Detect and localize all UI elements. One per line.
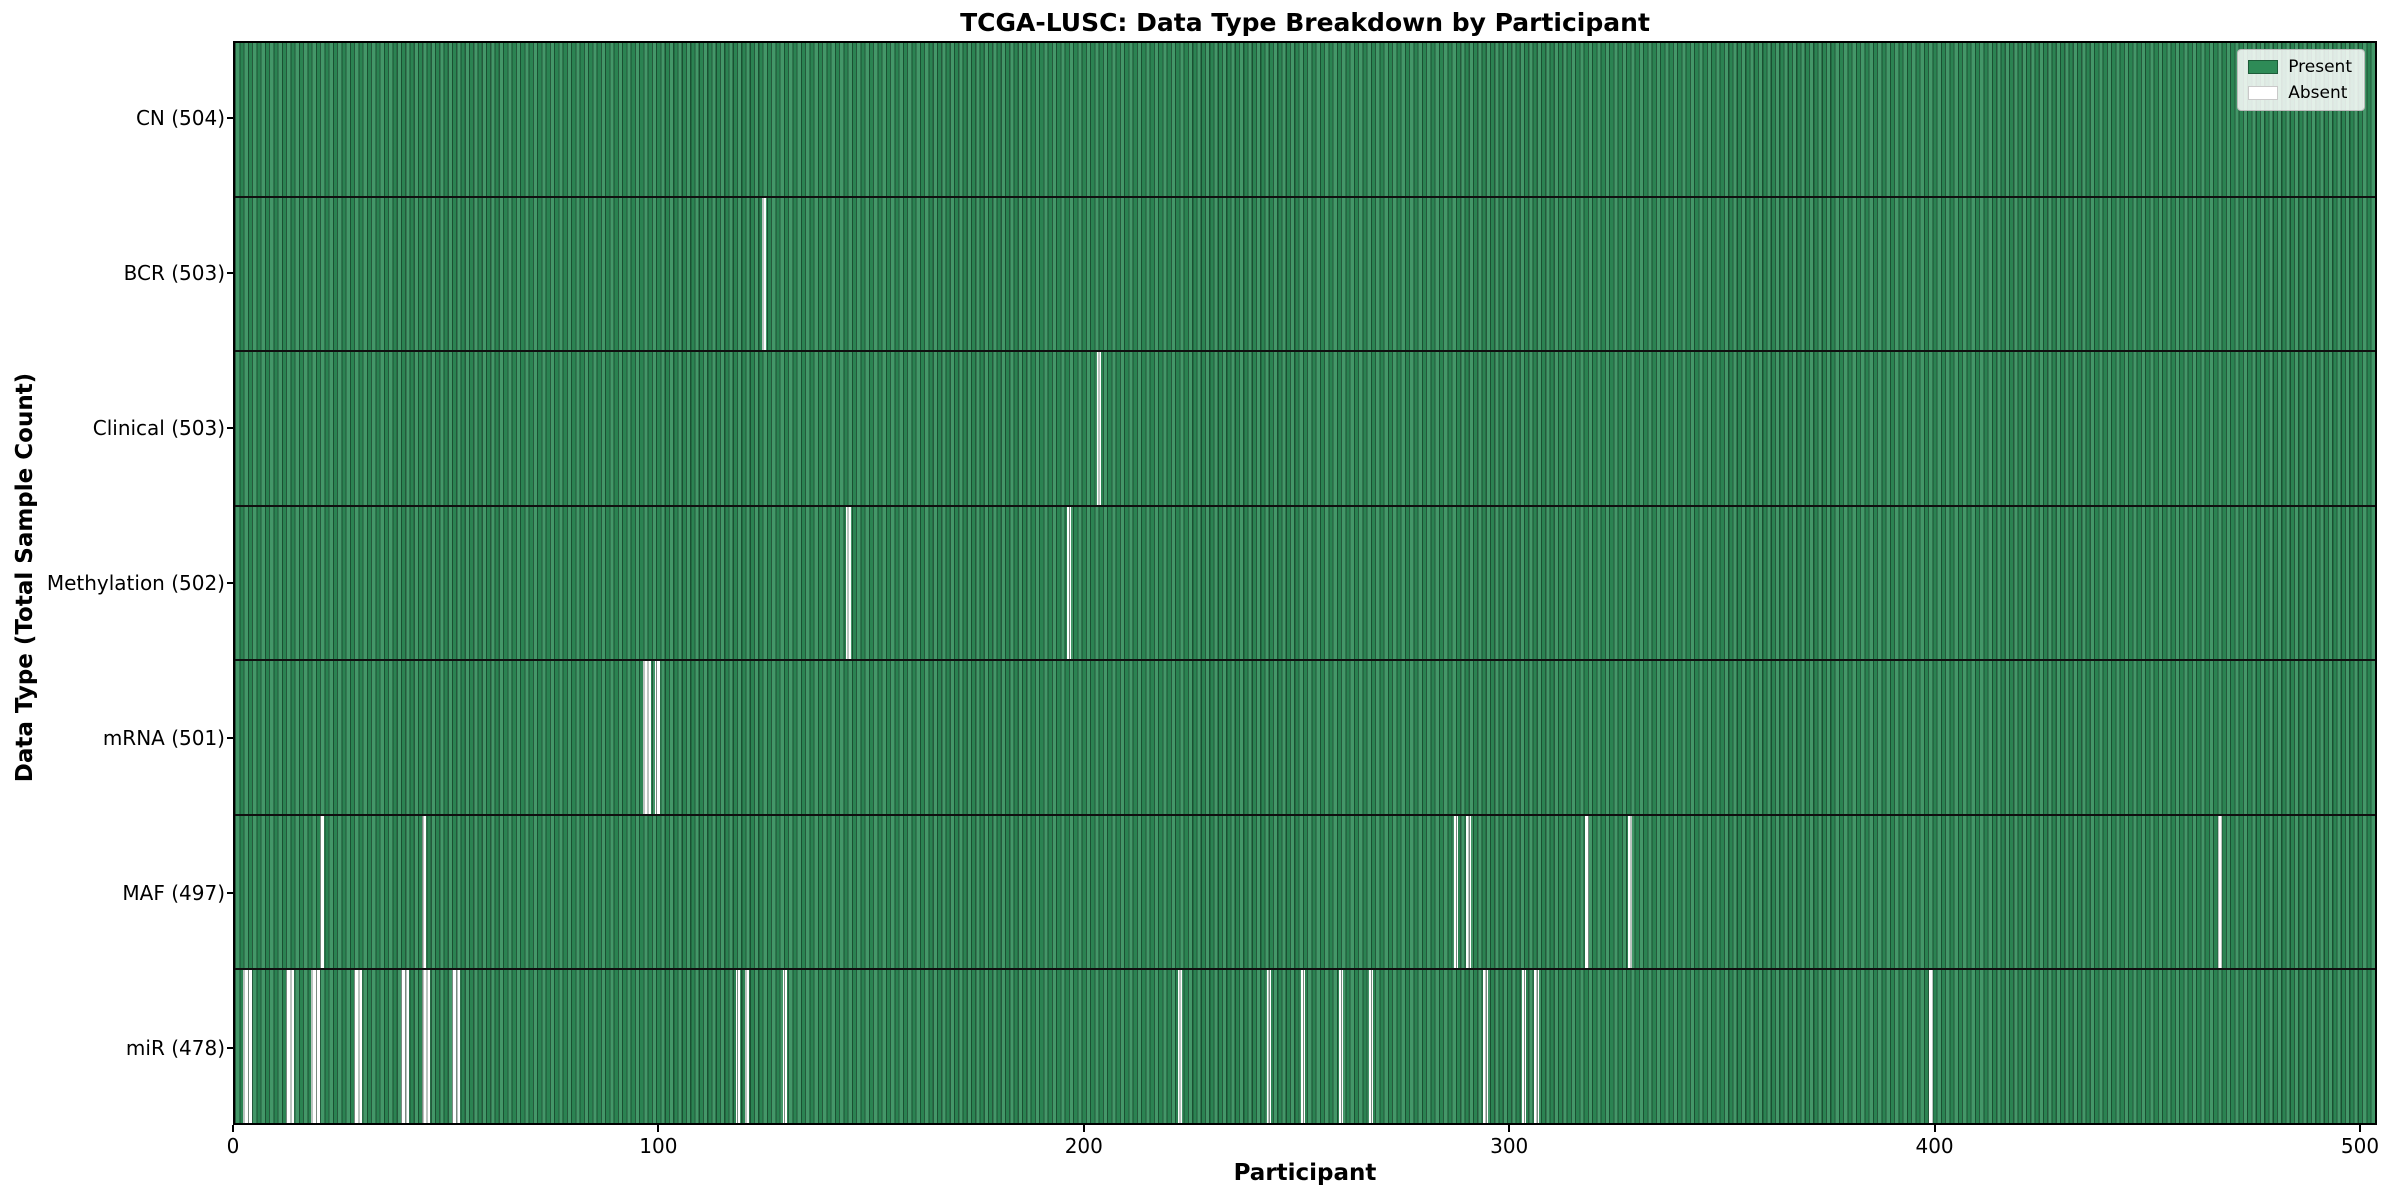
x-tick-label-300: 300 <box>1490 1134 1529 1158</box>
legend-entry-present: Present <box>2248 57 2352 77</box>
y-tick-mark <box>227 736 233 739</box>
x-tick-mark <box>1508 1125 1511 1132</box>
cell-edges-overlay <box>235 970 2375 1124</box>
legend-swatch-present <box>2248 60 2279 74</box>
x-tick-label-200: 200 <box>1064 1134 1103 1158</box>
y-tick-mark <box>227 117 233 120</box>
legend: Present Absent <box>2237 49 2365 111</box>
x-axis-label: Participant <box>1233 1160 1377 1186</box>
x-tick-mark <box>232 1125 234 1132</box>
heatmap-row-mRNA <box>235 661 2375 816</box>
x-tick-mark <box>657 1125 660 1132</box>
y-tick-mark <box>227 272 233 275</box>
y-tick-mark <box>227 1046 233 1049</box>
y-tick-mark <box>227 582 233 584</box>
y-tick-mark <box>227 891 233 894</box>
cell-edges-overlay <box>235 352 2375 505</box>
cell-edges-overlay <box>235 661 2375 814</box>
y-tick-label-miR: miR (478) <box>125 1035 225 1060</box>
plot-area: Present Absent <box>233 41 2377 1125</box>
y-axis-label: Data Type (Total Sample Count) <box>12 372 38 783</box>
y-tick-label-mRNA: mRNA (501) <box>102 725 225 750</box>
legend-entry-absent: Absent <box>2248 83 2352 103</box>
y-tick-label-Clinical: Clinical (503) <box>92 416 225 441</box>
heatmap-rows-container <box>235 43 2375 1124</box>
heatmap-row-BCR <box>235 197 2375 353</box>
chart-title: TCGA-LUSC: Data Type Breakdown by Partic… <box>960 8 1650 37</box>
cell-edges-overlay <box>235 43 2375 196</box>
cell-edges-overlay <box>235 197 2375 351</box>
x-tick-mark <box>1082 1125 1085 1132</box>
legend-label-present: Present <box>2288 57 2352 77</box>
y-tick-mark <box>227 427 233 430</box>
cell-edges-overlay <box>235 506 2375 660</box>
y-tick-label-MAF: MAF (497) <box>122 880 225 905</box>
heatmap-row-Clinical <box>235 352 2375 507</box>
x-tick-label-0: 0 <box>226 1134 240 1158</box>
heatmap-row-CN <box>235 43 2375 198</box>
heatmap-row-miR <box>235 970 2375 1124</box>
y-tick-label-CN: CN (504) <box>135 106 225 131</box>
x-tick-label-500: 500 <box>2340 1134 2380 1158</box>
heatmap-row-Methylation <box>235 506 2375 662</box>
legend-label-absent: Absent <box>2288 83 2348 103</box>
x-tick-label-400: 400 <box>1915 1134 1954 1158</box>
y-tick-label-BCR: BCR (503) <box>123 261 225 286</box>
cell-edges-overlay <box>235 815 2375 969</box>
x-tick-mark <box>1933 1125 1936 1132</box>
x-tick-label-100: 100 <box>639 1134 678 1158</box>
legend-swatch-absent <box>2248 86 2279 100</box>
y-tick-label-Methylation: Methylation (502) <box>46 571 225 595</box>
x-tick-mark <box>2358 1125 2361 1132</box>
heatmap-row-MAF <box>235 815 2375 971</box>
